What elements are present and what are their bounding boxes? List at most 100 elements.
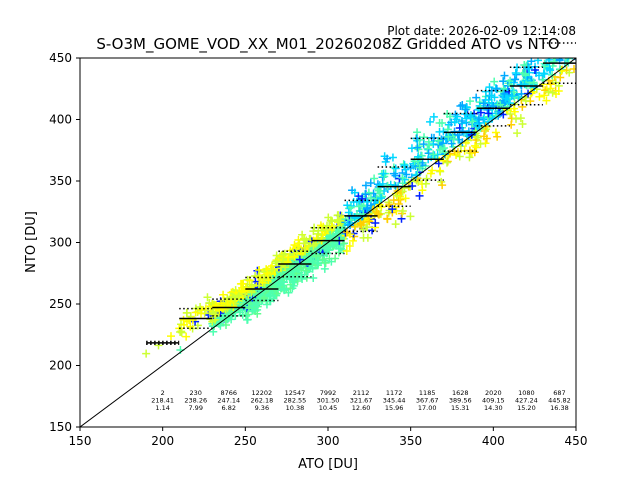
bin-std-label: 15.96 xyxy=(385,404,404,412)
scatter-point xyxy=(401,194,410,203)
bin-count-label: 1185 xyxy=(419,389,436,397)
scatter-point xyxy=(280,286,289,295)
scatter-point xyxy=(420,133,429,142)
scatter-point xyxy=(472,143,481,152)
scatter-point xyxy=(191,308,200,317)
scatter-point xyxy=(223,299,232,308)
bin-std-label: 15.31 xyxy=(451,404,470,412)
scatter-point xyxy=(361,190,370,199)
scatter-point xyxy=(466,97,475,106)
scatter-point xyxy=(490,77,499,86)
scatter-point xyxy=(349,197,358,206)
scatter-point xyxy=(491,84,500,93)
scatter-point xyxy=(377,194,386,203)
bin-mean-label: 238.26 xyxy=(184,397,207,405)
scatter-point xyxy=(462,114,471,123)
scatter-point xyxy=(443,157,452,166)
scatter-point xyxy=(554,86,563,95)
scatter-point xyxy=(328,222,337,231)
scatter-point xyxy=(265,291,274,300)
scatter-point xyxy=(529,78,538,87)
scatter-point xyxy=(234,291,243,300)
bin-count-label: 12202 xyxy=(252,389,273,397)
scatter-point xyxy=(313,229,322,238)
scatter-point xyxy=(309,274,318,283)
scatter-point xyxy=(564,40,572,48)
scatter-point xyxy=(535,92,544,101)
scatter-point xyxy=(483,105,492,114)
scatter-point xyxy=(264,276,273,285)
scatter-point xyxy=(277,277,286,286)
y-tick-label: 450 xyxy=(49,51,72,65)
scatter-point xyxy=(461,105,470,114)
scatter-points xyxy=(142,13,576,358)
bin-count-label: 2 xyxy=(161,389,165,397)
scatter-point xyxy=(480,113,489,122)
scatter-point xyxy=(466,111,475,120)
bin-mean-label: 282.55 xyxy=(284,397,307,405)
scatter-point xyxy=(397,188,406,197)
scatter-point xyxy=(335,216,344,225)
scatter-point xyxy=(567,13,575,21)
scatter-point xyxy=(293,242,302,251)
scatter-point xyxy=(511,68,520,77)
scatter-point xyxy=(518,120,527,129)
bin-count-label: 2112 xyxy=(353,389,370,397)
bin-mean-label: 345.44 xyxy=(383,397,406,405)
scatter-point xyxy=(377,192,386,201)
scatter-point xyxy=(297,273,306,282)
scatter-point xyxy=(569,64,576,73)
scatter-point xyxy=(242,312,251,321)
scatter-point xyxy=(513,129,522,138)
scatter-point xyxy=(429,150,438,159)
scatter-point xyxy=(524,64,533,73)
scatter-point xyxy=(512,114,521,123)
bin-statistics xyxy=(146,42,576,346)
bin-std-label: 10.38 xyxy=(286,404,305,412)
scatter-point xyxy=(182,308,191,317)
scatter-point xyxy=(366,178,375,187)
scatter-point xyxy=(336,244,345,253)
scatter-point xyxy=(541,86,550,95)
y-tick-label: 400 xyxy=(49,113,72,127)
scatter-point xyxy=(264,284,273,293)
scatter-point xyxy=(334,211,343,220)
scatter-point xyxy=(253,309,262,318)
bin-std-label: 6.82 xyxy=(222,404,236,412)
scatter-point xyxy=(326,231,335,240)
scatter-point xyxy=(472,93,481,102)
bin-std-label: 12.60 xyxy=(352,404,371,412)
scatter-point xyxy=(279,250,288,259)
scatter-point xyxy=(565,68,574,77)
scatter-point xyxy=(364,188,373,197)
scatter-point xyxy=(484,109,493,118)
scatter-point xyxy=(426,117,435,126)
scatter-point xyxy=(323,221,332,230)
scatter-point xyxy=(219,290,228,299)
scatter-point xyxy=(435,166,444,175)
bin-count-label: 1172 xyxy=(386,389,403,397)
chart-title: S-O3M_GOME_VOD_XX_M01_20260208Z Gridded … xyxy=(96,35,559,54)
scatter-point xyxy=(443,158,452,167)
scatter-point xyxy=(388,205,397,214)
scatter-point xyxy=(263,269,272,278)
scatter-point xyxy=(254,300,263,309)
bin-std-label: 16.38 xyxy=(550,404,569,412)
scatter-point xyxy=(493,132,502,141)
scatter-point xyxy=(507,120,516,129)
scatter-point xyxy=(548,70,557,79)
scatter-point xyxy=(421,179,430,188)
bin-count-label: 12547 xyxy=(285,389,306,397)
y-tick-label: 150 xyxy=(49,420,72,434)
scatter-point xyxy=(554,58,556,62)
scatter-point xyxy=(479,99,488,108)
x-tick-label: 450 xyxy=(565,434,588,448)
scatter-point xyxy=(309,241,318,250)
scatter-point xyxy=(229,293,238,302)
bin-std-label: 9.36 xyxy=(255,404,269,412)
scatter-point xyxy=(254,271,263,280)
scatter-point xyxy=(544,87,553,96)
scatter-point xyxy=(542,96,551,105)
scatter-point xyxy=(406,212,415,221)
scatter-point xyxy=(476,108,485,117)
